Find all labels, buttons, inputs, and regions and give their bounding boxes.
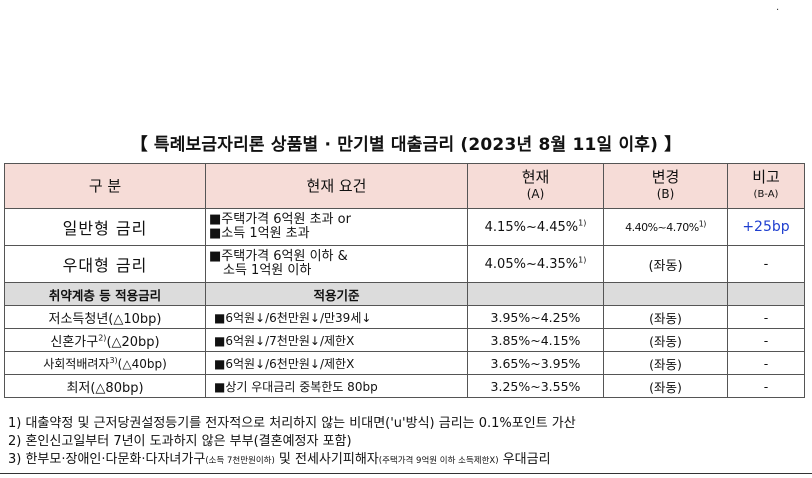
table-row: 최저(△80bp) ■상기 우대금리 중복한도 80bp 3.25%~3.55%…	[4, 374, 805, 398]
preferential-note: -	[727, 245, 805, 283]
footnote-3-part-c: 및 전세사기피해자	[274, 452, 379, 467]
preferential-current-value: 4.05%~4.35%	[484, 256, 579, 272]
row-criteria: ■6억원↓/7천만원↓/제한X	[205, 328, 468, 352]
row-note: -	[727, 305, 805, 329]
row-category: 최저(△80bp)	[4, 374, 206, 398]
row-current: 3.25%~3.55%	[467, 374, 604, 398]
header-note-label: 비고	[752, 168, 780, 186]
general-changed-sup: 1)	[698, 218, 707, 228]
footnote-3-part-b: (소득 7천만원이하)	[205, 456, 275, 466]
general-current-value: 4.15%~4.45%	[484, 219, 579, 235]
row-category: 사회적배려자3)(△40bp)	[4, 351, 206, 375]
header-changed-label: 변경	[651, 168, 680, 186]
row-category-sup: 2)	[98, 333, 107, 343]
header-changed-sub: (B)	[656, 187, 675, 201]
preferential-current-rate: 4.05%~4.35%1)	[467, 245, 604, 283]
row-category-sup: 3)	[109, 355, 118, 365]
table-row: 사회적배려자3)(△40bp) ■6억원↓/6천만원↓/제한X 3.65%~3.…	[4, 351, 805, 375]
header-note-sub: (B-A)	[753, 189, 779, 200]
row-changed: (좌동)	[603, 374, 728, 398]
row-current: 3.85%~4.15%	[467, 328, 604, 352]
row-category: 저소득청년(△10bp)	[4, 305, 206, 329]
header-note: 비고 (B-A)	[727, 163, 805, 209]
row-criteria: ■상기 우대금리 중복한도 80bp	[205, 374, 468, 398]
header-category: 구 분	[4, 163, 206, 209]
page-title: 【 특례보금자리론 상품별 · 만기별 대출금리 (2023년 8월 11일 이…	[130, 135, 682, 155]
row-changed: (좌동)	[603, 351, 728, 375]
table-row: 저소득청년(△10bp) ■6억원↓/6천만원↓/만39세↓ 3.95%~4.2…	[4, 305, 805, 329]
footnote-3-part-d: (주택가격 9억원 이하 소득제한X)	[378, 456, 499, 466]
preferential-requirement: ■주택가격 6억원 이하 & 소득 1억원 이하	[205, 245, 468, 283]
bottom-divider	[0, 473, 812, 474]
table-header-row: 구 분 현재 요건 현재 (A) 변경 (B) 비고 (B-A)	[4, 163, 805, 209]
section-blank-3	[727, 282, 805, 306]
row-current: 3.65%~3.95%	[467, 351, 604, 375]
general-current-rate: 4.15%~4.45%1)	[467, 208, 604, 246]
row-criteria: ■6억원↓/6천만원↓/만39세↓	[205, 305, 468, 329]
header-current-label: 현재	[521, 168, 550, 186]
row-category-pre: 신혼가구	[50, 334, 99, 350]
general-current-sup: 1)	[578, 218, 587, 228]
header-current: 현재 (A)	[467, 163, 604, 209]
footnote-3-part-e: 우대금리	[498, 452, 551, 467]
general-req-line1: ■주택가격 6억원 초과 or	[209, 212, 351, 227]
row-criteria: ■6억원↓/6천만원↓/제한X	[205, 351, 468, 375]
preferential-req-line2: 소득 1억원 이하	[223, 263, 312, 278]
general-changed-rate: 4.40%~4.70%1)	[603, 208, 728, 246]
row-changed: (좌동)	[603, 328, 728, 352]
section-criteria: 적용기준	[205, 282, 468, 306]
general-category: 일반형 금리	[4, 208, 206, 246]
preferential-rate-row: 우대형 금리 ■주택가격 6억원 이하 & 소득 1억원 이하 4.05%~4.…	[4, 245, 805, 283]
footnote-2: 2) 혼인신고일부터 7년이 도과하지 않은 부부(결혼예정자 포함)	[8, 434, 352, 449]
corner-mark: .	[776, 2, 780, 13]
row-note: -	[727, 328, 805, 352]
row-category: 신혼가구2)(△20bp)	[4, 328, 206, 352]
general-req-line2: ■소득 1억원 초과	[209, 226, 310, 241]
general-note: +25bp	[727, 208, 805, 246]
row-category-pre: 사회적배려자	[43, 356, 110, 371]
footnote-1: 1) 대출약정 및 근저당권설정등기를 전자적으로 처리하지 않는 비대면('u…	[8, 416, 576, 431]
loan-rate-table: 구 분 현재 요건 현재 (A) 변경 (B) 비고 (B-A) 일반형 금리 …	[4, 163, 805, 398]
preferential-current-sup: 1)	[578, 255, 587, 265]
section-blank-1	[467, 282, 604, 306]
header-changed: 변경 (B)	[603, 163, 728, 209]
row-changed: (좌동)	[603, 305, 728, 329]
header-requirement: 현재 요건	[205, 163, 468, 209]
row-note: -	[727, 351, 805, 375]
row-category-post: (△40bp)	[117, 356, 167, 371]
general-requirement: ■주택가격 6억원 초과 or ■소득 1억원 초과	[205, 208, 468, 246]
preferential-changed-rate: (좌동)	[603, 245, 728, 283]
row-category-post: (△20bp)	[106, 334, 160, 350]
header-current-sub: (A)	[526, 187, 545, 201]
footnote-3-part-a: 3) 한부모·장애인·다문화·다자녀가구	[8, 452, 206, 467]
table-row: 신혼가구2)(△20bp) ■6억원↓/7천만원↓/제한X 3.85%~4.15…	[4, 328, 805, 352]
row-current: 3.95%~4.25%	[467, 305, 604, 329]
general-changed-value: 4.40%~4.70%	[625, 220, 699, 234]
footnote-3: 3) 한부모·장애인·다문화·다자녀가구(소득 7천만원이하) 및 전세사기피해…	[8, 452, 551, 469]
vulnerable-section-header: 취약계층 등 적용금리 적용기준	[4, 282, 805, 306]
preferential-req-line1: ■주택가격 6억원 이하 &	[209, 249, 348, 264]
section-blank-2	[603, 282, 728, 306]
row-note: -	[727, 374, 805, 398]
section-label: 취약계층 등 적용금리	[4, 282, 206, 306]
general-rate-row: 일반형 금리 ■주택가격 6억원 초과 or ■소득 1억원 초과 4.15%~…	[4, 208, 805, 246]
preferential-category: 우대형 금리	[4, 245, 206, 283]
